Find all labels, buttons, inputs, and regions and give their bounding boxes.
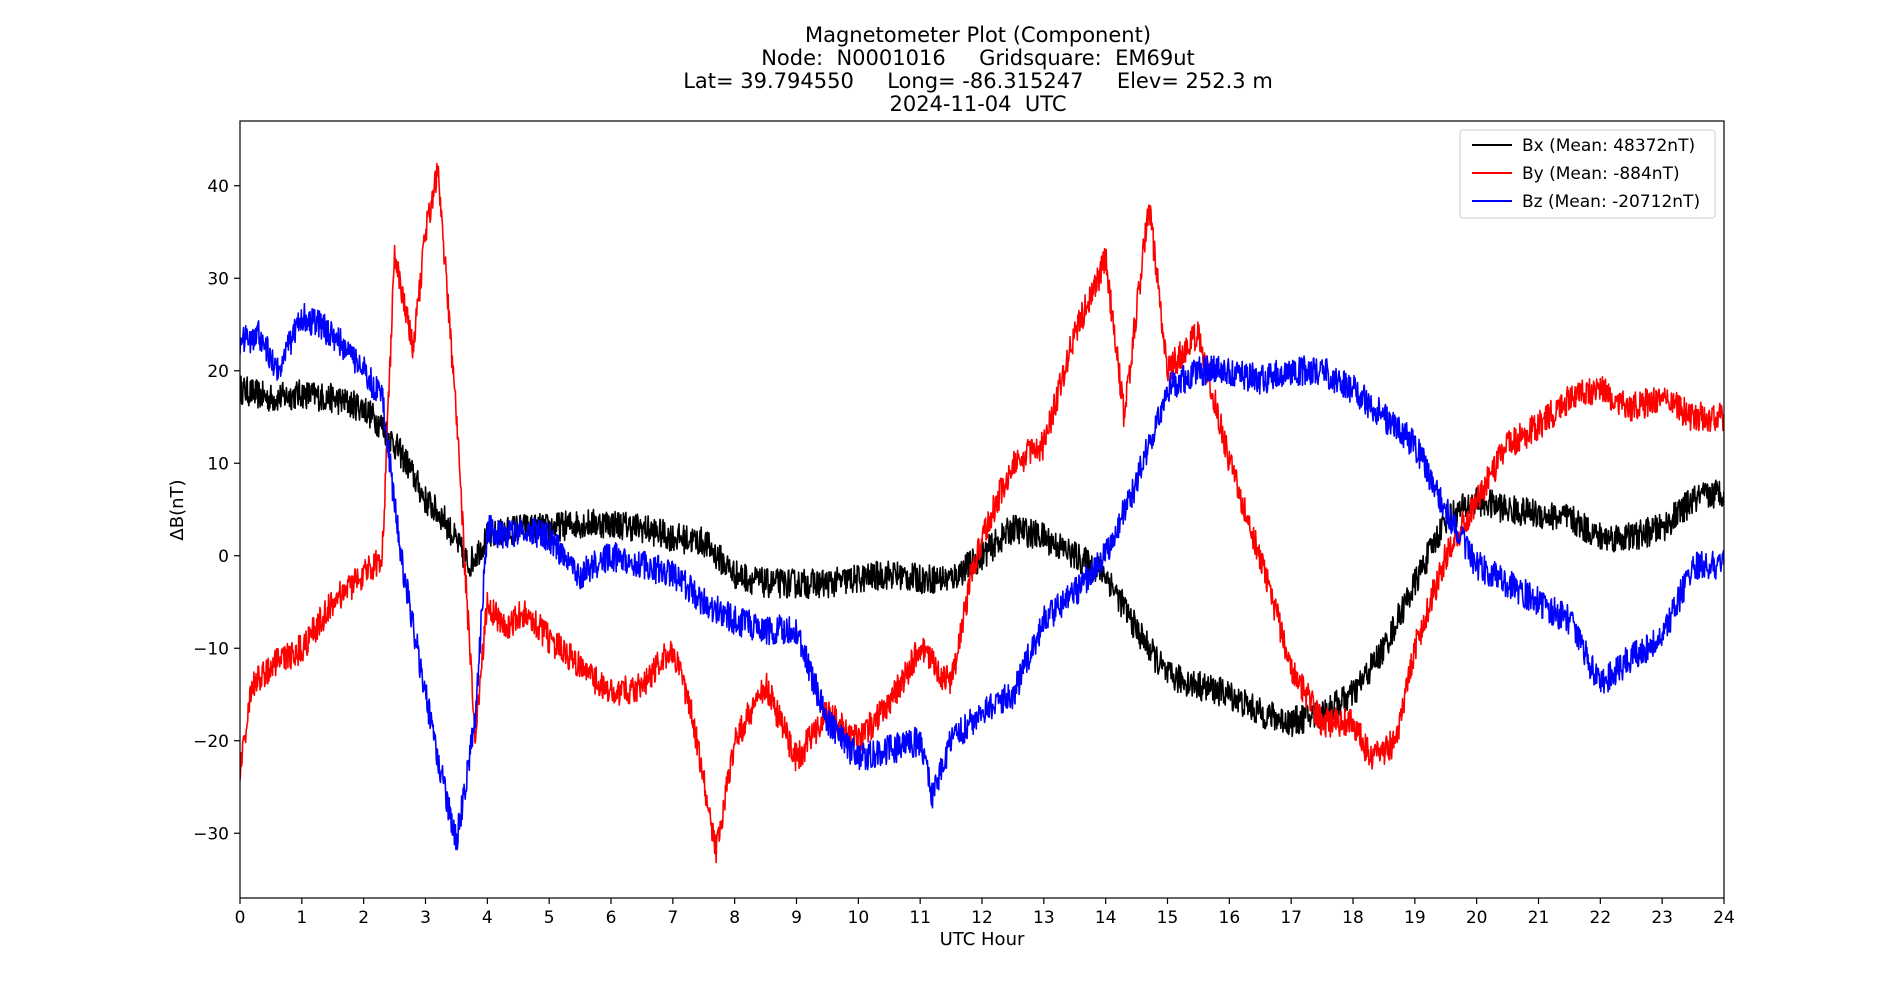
x-tick-label: 22 <box>1590 908 1612 928</box>
x-axis: 0 1 2 3 4 5 6 7 8 9 10 11 12 13 14 15 16 17 18 19 20 21 22 23 24 <box>235 898 1735 928</box>
x-tick-label: 13 <box>1033 908 1055 928</box>
title-line-1: Magnetometer Plot (Component) <box>805 23 1151 47</box>
x-tick-label: 17 <box>1280 908 1302 928</box>
legend-label: Bx (Mean: 48372nT) <box>1522 136 1695 156</box>
x-tick-label: 23 <box>1651 908 1673 928</box>
x-tick-label: 11 <box>909 908 931 928</box>
x-tick-label: 4 <box>482 908 493 928</box>
series-line-3 <box>240 302 1724 851</box>
x-tick-label: 10 <box>848 908 870 928</box>
x-tick-label: 1 <box>296 908 307 928</box>
legend-box <box>1459 129 1716 219</box>
x-tick-label: 7 <box>667 908 678 928</box>
x-tick-label: 20 <box>1466 908 1488 928</box>
x-tick-label: 12 <box>971 908 993 928</box>
y-tick-label: −10 <box>193 639 229 659</box>
x-tick-label: 8 <box>729 908 740 928</box>
x-tick-label: 2 <box>358 908 369 928</box>
title-line-4: 2024-11-04 UTC <box>889 92 1066 116</box>
y-tick-label: 10 <box>207 454 229 474</box>
y-tick-label: 30 <box>207 269 229 289</box>
y-axis: −30 −20 −10 0 10 20 30 40 <box>193 177 240 844</box>
title-line-3: Lat= 39.794550 Long= -86.315247 Elev= 25… <box>683 69 1273 93</box>
x-tick-label: 3 <box>420 908 431 928</box>
x-tick-label: 15 <box>1157 908 1179 928</box>
series-line-1 <box>240 375 1724 738</box>
legend-label: Bz (Mean: -20712nT) <box>1522 192 1700 212</box>
x-tick-label: 14 <box>1095 908 1117 928</box>
x-tick-label: 18 <box>1342 908 1364 928</box>
y-tick-label: −20 <box>193 732 229 752</box>
y-tick-label: 40 <box>207 177 229 197</box>
legend: Bx (Mean: 48372nT) By (Mean: -884nT) Bz (M… <box>1459 129 1716 219</box>
x-tick-label: 5 <box>544 908 555 928</box>
x-tick-label: 6 <box>606 908 617 928</box>
y-tick-label: 20 <box>207 362 229 382</box>
x-tick-label: 21 <box>1528 908 1550 928</box>
y-tick-label: 0 <box>218 547 229 567</box>
legend-label: By (Mean: -884nT) <box>1522 164 1680 184</box>
x-tick-label: 16 <box>1219 908 1241 928</box>
title-line-2: Node: N0001016 Gridsquare: EM69ut <box>761 46 1195 70</box>
x-tick-label: 19 <box>1404 908 1426 928</box>
series-line-2 <box>240 162 1724 864</box>
x-axis-label: UTC Hour <box>940 929 1025 950</box>
chart-title: Magnetometer Plot (Component) Node: N000… <box>683 23 1273 116</box>
x-tick-label: 24 <box>1713 908 1735 928</box>
x-tick-label: 0 <box>235 908 246 928</box>
y-axis-label: ΔB(nT) <box>167 479 188 540</box>
y-tick-label: −30 <box>193 824 229 844</box>
x-tick-label: 9 <box>791 908 802 928</box>
series-layer <box>240 162 1724 864</box>
